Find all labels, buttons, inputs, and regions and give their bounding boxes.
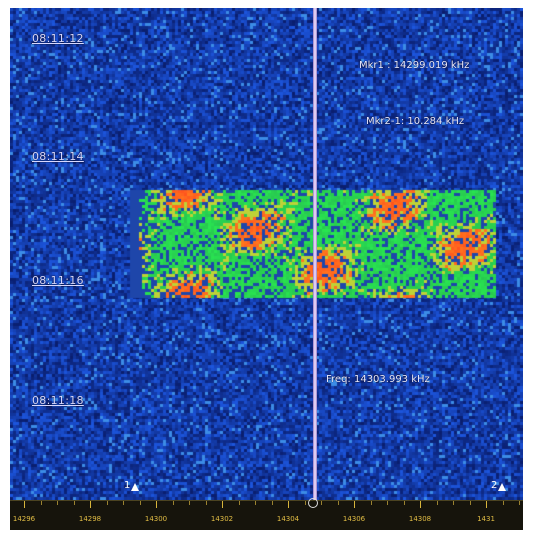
axis-minor-tick bbox=[172, 501, 174, 505]
frequency-axis: 14296 14298 14300 14302 14304 14306 14308 1431 bbox=[10, 498, 523, 530]
axis-minor-tick bbox=[139, 501, 141, 505]
marker-2-triangle-icon bbox=[498, 483, 507, 491]
axis-tick-label: 1431 bbox=[477, 515, 495, 523]
axis-tick-label: 14296 bbox=[12, 515, 36, 523]
axis-tick-label: 14302 bbox=[210, 515, 234, 523]
marker-1[interactable]: 1 bbox=[124, 480, 140, 491]
axis-tick-label: 14304 bbox=[276, 515, 300, 523]
marker-2[interactable]: 2 bbox=[491, 480, 507, 491]
marker1-readout: Mkr1 : 14299.019 kHz bbox=[359, 60, 470, 71]
frequency-cursor[interactable] bbox=[313, 8, 317, 500]
axis-minor-tick bbox=[271, 501, 273, 505]
axis-minor-tick bbox=[436, 501, 438, 505]
axis-major-tick bbox=[354, 501, 355, 508]
axis-minor-tick bbox=[73, 501, 75, 505]
axis-minor-tick bbox=[469, 501, 471, 505]
axis-major-tick bbox=[24, 501, 25, 508]
axis-minor-tick bbox=[123, 501, 124, 505]
marker-delta-readout: Mkr2-1: 10.284 kHz bbox=[366, 116, 465, 127]
axis-tick-label: 14298 bbox=[78, 515, 102, 523]
time-label-1: 08:11:12 bbox=[32, 32, 84, 45]
axis-minor-tick bbox=[519, 501, 520, 505]
axis-minor-tick bbox=[502, 501, 504, 505]
marker-1-triangle-icon bbox=[131, 483, 140, 491]
marker-1-label: 1 bbox=[124, 480, 131, 491]
axis-minor-tick bbox=[337, 501, 339, 505]
axis-minor-tick bbox=[57, 501, 58, 505]
axis-tick-label: 14306 bbox=[342, 515, 366, 523]
axis-major-tick bbox=[90, 501, 91, 508]
axis-major-tick bbox=[420, 501, 421, 508]
axis-tick-label: 14308 bbox=[408, 515, 432, 523]
axis-minor-tick bbox=[189, 501, 190, 505]
frequency-readout: Freq: 14303.993 kHz bbox=[326, 374, 430, 385]
marker-2-label: 2 bbox=[491, 480, 498, 491]
axis-minor-tick bbox=[255, 501, 256, 505]
time-label-4: 08:11:18 bbox=[32, 394, 84, 407]
axis-minor-tick bbox=[370, 501, 372, 505]
axis-minor-tick bbox=[238, 501, 240, 505]
axis-minor-tick bbox=[304, 501, 306, 505]
time-label-2: 08:11:14 bbox=[32, 150, 84, 163]
axis-major-tick bbox=[288, 501, 289, 508]
axis-minor-tick bbox=[387, 501, 388, 505]
axis-minor-tick bbox=[205, 501, 207, 505]
time-label-3: 08:11:16 bbox=[32, 274, 84, 287]
axis-minor-tick bbox=[40, 501, 42, 505]
axis-minor-tick bbox=[453, 501, 454, 505]
axis-tick-label: 14300 bbox=[144, 515, 168, 523]
axis-minor-tick bbox=[403, 501, 405, 505]
center-mark bbox=[308, 498, 318, 508]
waterfall-display[interactable]: 08:11:12 08:11:14 08:11:16 08:11:18 Mkr1… bbox=[10, 8, 523, 530]
axis-minor-tick bbox=[106, 501, 108, 505]
axis-minor-tick bbox=[321, 501, 322, 505]
spectrum-waterfall[interactable] bbox=[10, 8, 523, 500]
axis-major-tick bbox=[156, 501, 157, 508]
axis-major-tick bbox=[222, 501, 223, 508]
axis-major-tick bbox=[486, 501, 487, 508]
